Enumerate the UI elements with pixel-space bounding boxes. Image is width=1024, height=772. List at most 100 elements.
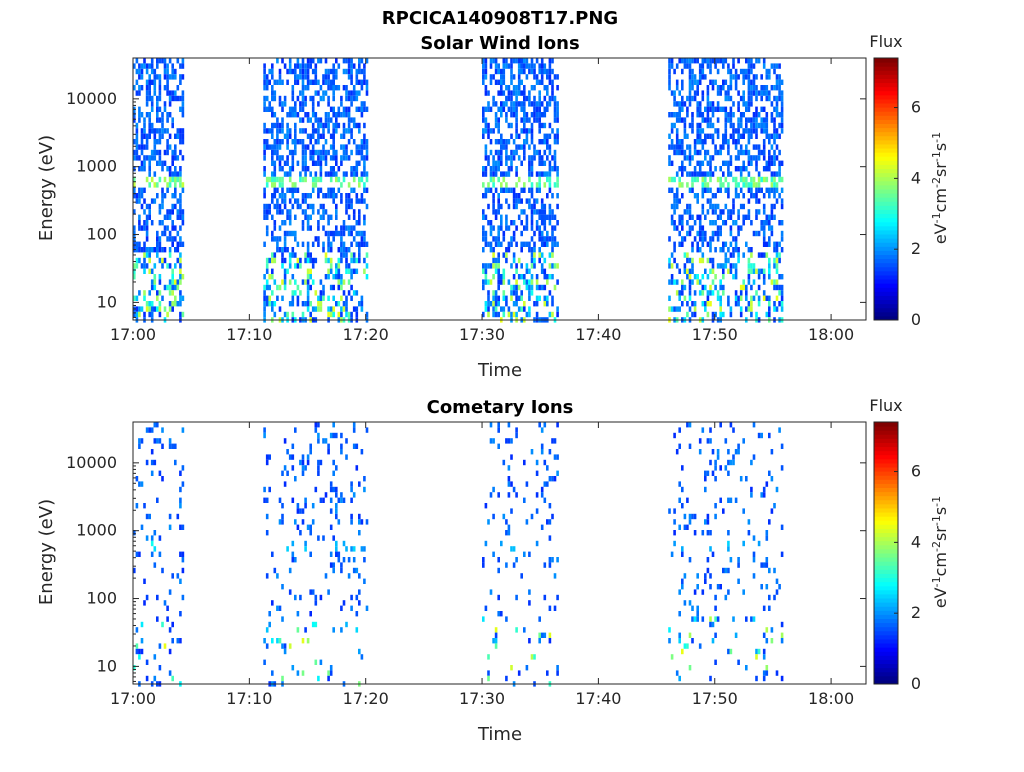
heatmap-cell: [350, 63, 353, 69]
heatmap-cell: [517, 74, 521, 80]
heatmap-cell: [135, 247, 139, 253]
heatmap-cell: [317, 675, 320, 682]
heatmap-cell: [150, 122, 154, 129]
heatmap-cell: [556, 263, 559, 269]
heatmap-cell: [673, 279, 676, 285]
heatmap-cell: [678, 524, 681, 530]
colorbar-segment: [874, 274, 898, 280]
heatmap-cell: [291, 665, 295, 671]
heatmap-cell: [548, 149, 552, 156]
heatmap-cell: [729, 241, 733, 247]
heatmap-cell: [322, 209, 325, 215]
heatmap-cell: [494, 306, 498, 312]
heatmap-cell: [492, 311, 495, 318]
heatmap-cell: [747, 139, 751, 145]
heatmap-cell: [551, 557, 554, 563]
x-tick-label: 18:00: [808, 689, 854, 708]
heatmap-cell: [701, 112, 705, 118]
heatmap-cell: [296, 112, 300, 118]
heatmap-cell: [484, 68, 488, 75]
heatmap-cell: [174, 193, 177, 199]
heatmap-cell: [528, 638, 531, 644]
heatmap-cell: [350, 128, 353, 134]
heatmap-cell: [737, 449, 740, 455]
heatmap-cell: [727, 449, 730, 455]
heatmap-cell: [535, 274, 539, 280]
heatmap-cell: [530, 182, 534, 188]
heatmap-cell: [711, 311, 715, 318]
heatmap-cell: [355, 594, 359, 601]
heatmap-cell: [489, 187, 493, 193]
heatmap-cell: [752, 182, 756, 188]
heatmap-cell: [535, 149, 539, 156]
heatmap-cell: [301, 155, 305, 161]
heatmap-cell: [768, 74, 771, 80]
heatmap-cell: [163, 74, 167, 80]
heatmap-cell: [482, 214, 485, 220]
heatmap-cell: [528, 268, 531, 274]
heatmap-cell: [140, 85, 144, 91]
heatmap-cell: [322, 284, 325, 291]
heatmap-cell: [520, 209, 523, 215]
heatmap-cell: [732, 274, 735, 280]
heatmap-cell: [528, 279, 531, 285]
heatmap-cell: [153, 68, 157, 75]
heatmap-cell: [306, 68, 310, 75]
heatmap-cell: [517, 63, 521, 69]
colorbar-segment: [874, 516, 898, 521]
heatmap-cell: [487, 654, 490, 660]
heatmap-cell: [304, 497, 307, 503]
heatmap-cell: [314, 63, 318, 69]
heatmap-cell: [273, 257, 277, 264]
heatmap-cell: [551, 209, 554, 215]
heatmap-cell: [745, 182, 748, 188]
heatmap-cell: [739, 476, 743, 482]
heatmap-cell: [487, 311, 490, 318]
heatmap-cell: [140, 149, 144, 156]
heatmap-cell: [502, 236, 506, 242]
heatmap-cell: [520, 128, 523, 134]
heatmap-cell: [306, 133, 310, 139]
heatmap-cell: [304, 279, 307, 285]
heatmap-cell: [706, 470, 710, 476]
heatmap-cell: [135, 90, 139, 96]
heatmap-cell: [174, 176, 177, 183]
heatmap-cell: [176, 241, 180, 247]
heatmap-cell: [530, 449, 534, 455]
heatmap-cell: [311, 503, 315, 509]
heatmap-cell: [482, 562, 485, 568]
heatmap-cell: [153, 284, 157, 291]
heatmap-cell: [358, 214, 361, 220]
heatmap-cell: [350, 311, 353, 318]
heatmap-cell: [143, 503, 146, 509]
heatmap-cell: [686, 106, 689, 112]
heatmap-cell: [329, 268, 333, 274]
heatmap-cell: [158, 290, 162, 296]
heatmap-cell: [762, 225, 766, 231]
heatmap-cell: [520, 160, 523, 166]
heatmap-cell: [548, 252, 552, 258]
heatmap-cell: [363, 220, 366, 226]
heatmap-cell: [327, 295, 330, 301]
heatmap-cell: [673, 149, 676, 156]
heatmap-cell: [358, 519, 361, 525]
heatmap-cell: [161, 263, 164, 269]
heatmap-cell: [734, 268, 738, 274]
heatmap-cell: [500, 112, 503, 118]
heatmap-cell: [317, 220, 320, 226]
heatmap-cell: [688, 171, 692, 177]
heatmap-cell: [768, 295, 771, 301]
heatmap-cell: [727, 209, 730, 215]
heatmap-cell: [497, 225, 500, 231]
heatmap-cell: [775, 306, 779, 312]
heatmap-cell: [755, 133, 758, 139]
colorbar-segment: [874, 536, 898, 542]
heatmap-cell: [133, 155, 136, 161]
heatmap-cell: [484, 106, 488, 112]
heatmap-cell: [294, 112, 297, 118]
heatmap-cell: [296, 263, 300, 269]
heatmap-cell: [548, 562, 552, 568]
heatmap-cell: [701, 74, 705, 80]
heatmap-cell: [273, 203, 277, 210]
